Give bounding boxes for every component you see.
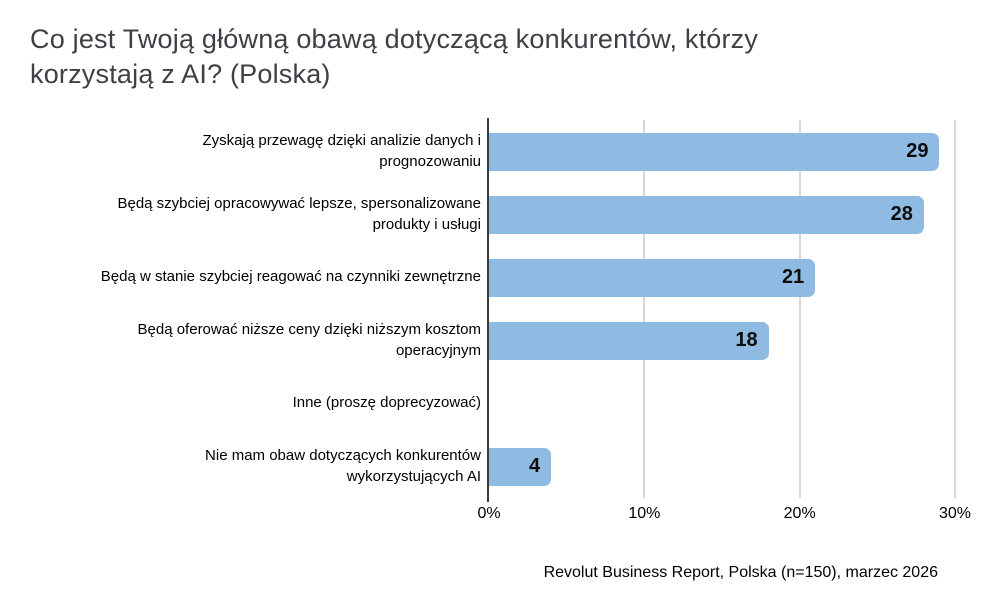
category-labels: Zyskają przewagę dzięki analizie danych …: [0, 120, 481, 498]
chart-title: Co jest Twoją główną obawą dotyczącą kon…: [30, 24, 759, 89]
category-label: Zyskają przewagę dzięki analizie danych …: [202, 132, 481, 170]
category-label: Będą szybciej opracowywać lepsze, sperso…: [117, 195, 481, 233]
bar: 28: [489, 195, 924, 234]
source-note: Revolut Business Report, Polska (n=150),…: [543, 564, 938, 581]
bar-row: 21: [489, 246, 955, 309]
x-axis: 0% 10% 20% 30%: [477, 505, 971, 527]
bar-row: 29: [489, 120, 955, 183]
bar: 18: [489, 321, 769, 360]
bar-value-label: 21: [781, 266, 805, 288]
bar-value-label: 4: [529, 455, 541, 477]
bar: 21: [489, 258, 816, 297]
bar-value-label: 28: [890, 203, 913, 225]
gridlines: [489, 120, 956, 498]
gridline: [798, 120, 801, 498]
x-tick-label: 10%: [628, 505, 661, 522]
bar: 4: [489, 447, 552, 486]
category-label: Będą oferować niższe ceny dzięki niższym…: [137, 321, 481, 359]
bar: 29: [489, 132, 940, 171]
x-tick-label: 30%: [938, 505, 972, 522]
x-tick-label: 0%: [477, 505, 501, 522]
bar-row: [489, 372, 955, 435]
category-label: Będą w stanie szybciej reagować na czynn…: [100, 268, 481, 286]
gridline: [643, 120, 646, 498]
x-tick-label: 20%: [783, 505, 816, 522]
bars-area: 29 28 21 18 4: [489, 120, 955, 498]
bar-value-label: 29: [906, 140, 929, 162]
bar-row: 28: [489, 183, 955, 246]
bar-row: 4: [489, 435, 955, 498]
category-label: Nie mam obaw dotyczących konkurentów wyk…: [205, 447, 481, 485]
bar-row: 18: [489, 309, 955, 372]
category-label: Inne (proszę doprecyzować): [292, 394, 481, 412]
gridline: [954, 120, 956, 498]
plot-area: 29 28 21 18 4: [487, 118, 956, 502]
bar-value-label: 18: [735, 329, 758, 351]
